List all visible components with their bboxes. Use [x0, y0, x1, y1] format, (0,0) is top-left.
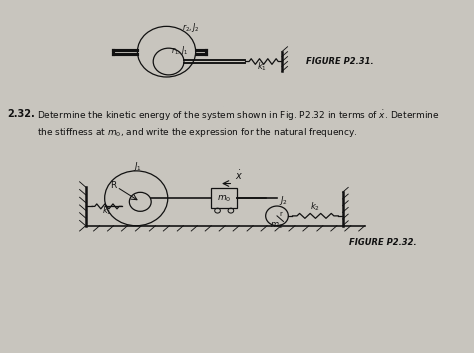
Text: R: R: [110, 181, 116, 191]
Text: FIGURE P2.32.: FIGURE P2.32.: [348, 238, 416, 247]
Text: $r_2, J_2$: $r_2, J_2$: [182, 21, 200, 34]
Text: $k_1$: $k_1$: [256, 60, 266, 73]
Text: $m_2$: $m_2$: [270, 221, 283, 231]
Text: $r_1, J_1$: $r_1, J_1$: [171, 44, 189, 58]
Text: the stiffness at $m_0$, and write the expression for the natural frequency.: the stiffness at $m_0$, and write the ex…: [37, 126, 358, 138]
Text: $J_1$: $J_1$: [133, 160, 142, 173]
Text: $\dot{x}$: $\dot{x}$: [235, 169, 244, 182]
Text: $k_1$: $k_1$: [102, 204, 112, 217]
Text: $m_0$: $m_0$: [217, 193, 231, 204]
Text: $k_2$: $k_2$: [310, 201, 320, 213]
Text: 2.32.: 2.32.: [7, 109, 35, 119]
Bar: [211, 189, 237, 208]
Text: $J_2$: $J_2$: [279, 193, 288, 207]
Text: FIGURE P2.31.: FIGURE P2.31.: [306, 57, 374, 66]
Text: Determine the kinetic energy of the system shown in Fig. P2.32 in terms of $\dot: Determine the kinetic energy of the syst…: [37, 109, 439, 123]
Text: r: r: [280, 211, 283, 217]
